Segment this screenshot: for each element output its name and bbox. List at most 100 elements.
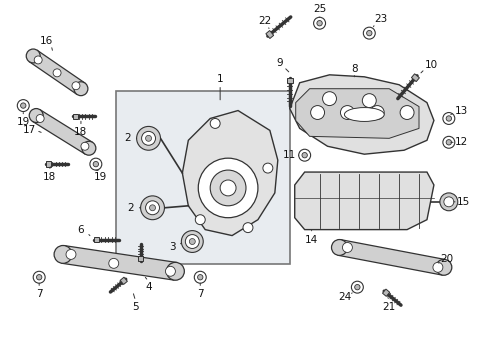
Polygon shape: [62, 246, 177, 280]
Circle shape: [34, 56, 42, 64]
Circle shape: [444, 197, 454, 207]
Text: 4: 4: [145, 282, 152, 292]
Polygon shape: [94, 237, 99, 242]
Text: 22: 22: [258, 16, 271, 26]
Text: 17: 17: [23, 125, 36, 135]
Circle shape: [36, 275, 42, 280]
Text: 5: 5: [132, 302, 139, 312]
Text: 1: 1: [217, 74, 223, 84]
Text: 3: 3: [169, 243, 176, 252]
Text: 15: 15: [457, 197, 470, 207]
Circle shape: [36, 114, 44, 122]
Circle shape: [299, 149, 311, 161]
Circle shape: [197, 275, 203, 280]
Polygon shape: [32, 109, 93, 154]
Text: 18: 18: [74, 127, 88, 138]
Circle shape: [109, 258, 119, 268]
Circle shape: [446, 116, 451, 121]
Circle shape: [210, 170, 246, 206]
Circle shape: [362, 94, 376, 108]
Circle shape: [74, 82, 88, 96]
Circle shape: [146, 201, 159, 215]
Text: 11: 11: [283, 150, 296, 160]
Circle shape: [343, 243, 352, 252]
Polygon shape: [29, 50, 85, 94]
Polygon shape: [383, 289, 390, 296]
Text: 7: 7: [36, 289, 43, 299]
Ellipse shape: [344, 108, 384, 121]
Text: 9: 9: [276, 58, 283, 68]
Text: 10: 10: [424, 60, 438, 70]
Circle shape: [167, 262, 184, 280]
Circle shape: [166, 266, 175, 276]
Text: 25: 25: [313, 4, 326, 14]
Circle shape: [90, 158, 102, 170]
Circle shape: [146, 135, 151, 141]
Circle shape: [314, 17, 325, 29]
Text: 12: 12: [455, 137, 468, 147]
Text: 8: 8: [351, 64, 358, 74]
Text: 7: 7: [197, 289, 203, 299]
Circle shape: [185, 235, 199, 248]
Polygon shape: [120, 277, 127, 284]
Circle shape: [26, 49, 40, 63]
Text: 2: 2: [124, 133, 131, 143]
Circle shape: [93, 161, 98, 167]
Circle shape: [189, 239, 196, 244]
Polygon shape: [294, 172, 434, 230]
Circle shape: [263, 163, 273, 173]
Text: 16: 16: [40, 36, 53, 46]
Circle shape: [443, 113, 455, 125]
Polygon shape: [412, 74, 419, 82]
Circle shape: [220, 180, 236, 196]
Polygon shape: [338, 240, 445, 275]
Polygon shape: [46, 161, 51, 167]
Circle shape: [195, 271, 206, 283]
Text: 19: 19: [94, 172, 107, 182]
Circle shape: [311, 105, 324, 120]
Circle shape: [302, 153, 307, 158]
Circle shape: [351, 281, 363, 293]
Text: 6: 6: [77, 225, 84, 235]
Circle shape: [33, 271, 45, 283]
Circle shape: [370, 105, 384, 120]
Polygon shape: [287, 78, 293, 83]
Circle shape: [196, 215, 205, 225]
Circle shape: [332, 239, 347, 255]
Circle shape: [436, 260, 452, 275]
Polygon shape: [290, 75, 434, 154]
Circle shape: [243, 223, 253, 233]
Polygon shape: [266, 31, 274, 39]
Text: 2: 2: [127, 203, 134, 213]
Circle shape: [210, 118, 220, 129]
Circle shape: [355, 284, 360, 290]
Circle shape: [181, 231, 203, 252]
Circle shape: [363, 27, 375, 39]
Text: 20: 20: [441, 255, 453, 264]
Circle shape: [72, 82, 80, 90]
Text: 13: 13: [455, 105, 468, 116]
Text: 21: 21: [383, 302, 396, 312]
Circle shape: [54, 246, 72, 264]
Circle shape: [81, 142, 89, 150]
Circle shape: [137, 126, 161, 150]
Circle shape: [21, 103, 26, 108]
Polygon shape: [295, 89, 419, 138]
Text: 24: 24: [338, 292, 351, 302]
Text: 18: 18: [43, 172, 56, 182]
Circle shape: [149, 205, 155, 211]
Circle shape: [82, 141, 96, 155]
Polygon shape: [73, 114, 78, 119]
Circle shape: [367, 31, 372, 36]
Circle shape: [198, 158, 258, 218]
Circle shape: [141, 196, 165, 220]
Circle shape: [341, 105, 354, 120]
Polygon shape: [138, 256, 143, 261]
Text: 14: 14: [305, 234, 318, 244]
Circle shape: [443, 136, 455, 148]
Circle shape: [53, 69, 61, 77]
Circle shape: [29, 109, 43, 122]
Circle shape: [66, 249, 76, 260]
Circle shape: [400, 105, 414, 120]
Polygon shape: [182, 111, 278, 235]
